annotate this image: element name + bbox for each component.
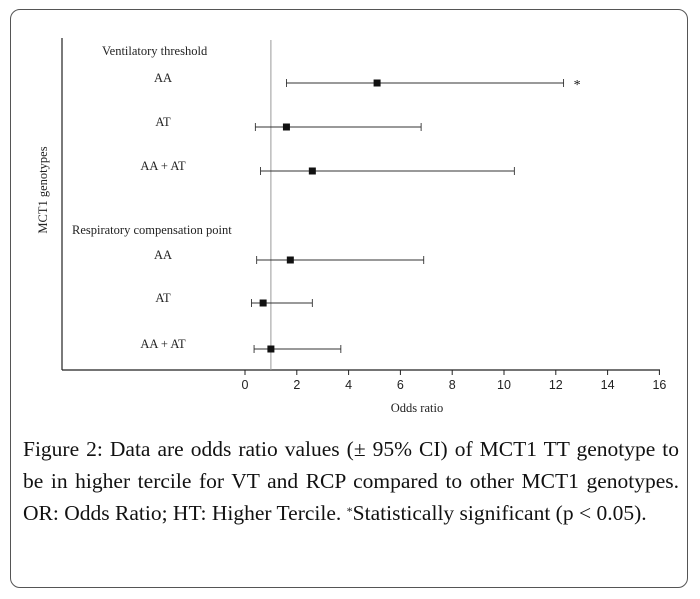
caption-text-end: Statistically significant (p < 0.05). xyxy=(352,501,647,525)
plot-axes xyxy=(61,38,660,371)
odds-ratio-point xyxy=(267,345,275,353)
x-axis-label: Odds ratio xyxy=(391,401,443,415)
x-tick-label: 10 xyxy=(497,378,511,392)
row-label: AA xyxy=(154,71,172,85)
odds-ratio-point xyxy=(373,79,381,87)
y-axis-label: MCT1 genotypes xyxy=(36,146,50,233)
odds-ratio-point xyxy=(308,167,316,175)
odds-ratio-point xyxy=(259,299,267,307)
row-label: AA + AT xyxy=(140,337,186,351)
forest-rows: Ventilatory threshold AA * AT AA + AT Respira… xyxy=(72,44,581,353)
figure-frame xyxy=(10,9,688,588)
x-tick-label: 8 xyxy=(449,378,456,392)
x-tick-label: 4 xyxy=(345,378,352,392)
group-heading: Respiratory compensation point xyxy=(72,223,232,237)
row-label: AA + AT xyxy=(140,159,186,173)
row-label: AA xyxy=(154,248,172,262)
caption-label: Figure 2: xyxy=(23,437,103,461)
x-tick-label: 6 xyxy=(397,378,404,392)
row-label: AT xyxy=(155,291,171,305)
forest-plot: 0 2 4 6 8 10 12 14 16 Ventilatory threshold AA * AT… xyxy=(36,38,666,415)
x-tick-label: 14 xyxy=(601,378,615,392)
significance-marker: * xyxy=(574,78,581,93)
figure-caption: Figure 2: Data are odds ratio values (± … xyxy=(23,433,679,529)
odds-ratio-point xyxy=(286,256,294,264)
x-tick-label: 16 xyxy=(652,378,666,392)
odds-ratio-point xyxy=(282,123,290,131)
caption-text: Data are odds ratio values (± 95% CI) of… xyxy=(23,437,680,525)
x-tick-label: 2 xyxy=(293,378,300,392)
group-heading: Ventilatory threshold xyxy=(102,44,208,58)
x-tick-label: 12 xyxy=(549,378,563,392)
row-label: AT xyxy=(155,115,171,129)
x-tick-label: 0 xyxy=(242,378,249,392)
caption-superscript: * xyxy=(346,504,353,518)
x-ticks: 0 2 4 6 8 10 12 14 16 xyxy=(242,370,666,392)
